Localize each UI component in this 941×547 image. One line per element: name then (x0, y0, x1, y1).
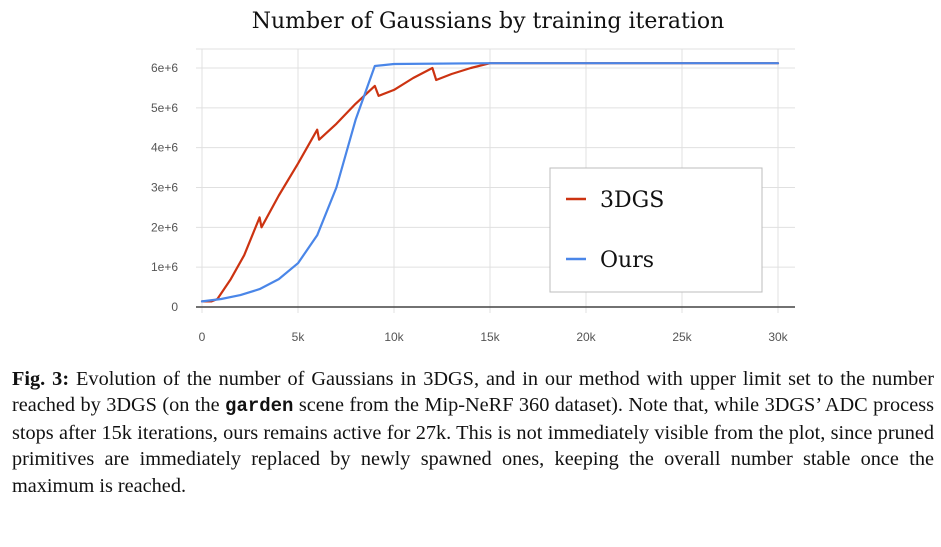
x-tick-label: 25k (672, 330, 692, 344)
y-tick-label: 4e+6 (151, 141, 178, 155)
x-tick-label: 10k (384, 330, 404, 344)
figure-caption: Fig. 3: Evolution of the number of Gauss… (12, 366, 934, 499)
legend: 3DGS Ours (549, 167, 763, 293)
caption-text-after: scene from the Mip-NeRF 360 dataset). No… (12, 394, 934, 497)
x-tick-label: 20k (576, 330, 596, 344)
series-line-ours (200, 62, 780, 303)
chart-title: Number of Gaussians by training iteratio… (252, 9, 725, 34)
y-tick-label: 5e+6 (151, 101, 178, 115)
chart: Number of Gaussians by training iteratio… (151, 9, 795, 344)
axis-ticks: 0 1e+6 2e+6 3e+6 4e+6 5e+6 6e+6 0 5k 10k 15k 20k 25k… (151, 61, 789, 344)
series-line-3dgs (200, 62, 780, 303)
caption-code: garden (225, 395, 294, 418)
legend-box (549, 167, 763, 293)
y-tick-label: 0 (171, 300, 178, 314)
caption-label: Fig. 3: (12, 368, 70, 390)
y-tick-label: 1e+6 (151, 260, 178, 274)
x-tick-label: 15k (480, 330, 500, 344)
caption-text-before: Evolution of the number of Gaussians in … (12, 368, 934, 417)
series-lines (200, 62, 780, 303)
x-tick-label: 30k (768, 330, 788, 344)
y-tick-label: 6e+6 (151, 61, 178, 75)
x-tick-label: 5k (292, 330, 306, 344)
y-tick-label: 3e+6 (151, 181, 178, 195)
x-tick-label: 0 (199, 330, 206, 344)
legend-label-ours: Ours (600, 248, 654, 273)
legend-label-3dgs: 3DGS (600, 188, 664, 213)
y-tick-label: 2e+6 (151, 220, 178, 234)
